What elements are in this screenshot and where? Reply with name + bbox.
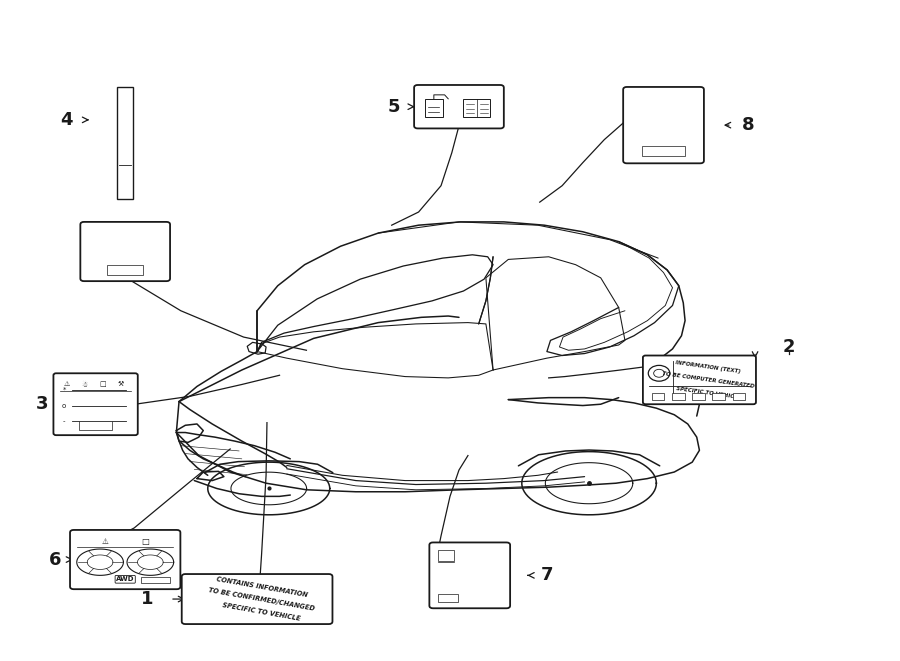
Bar <box>672 393 685 400</box>
FancyBboxPatch shape <box>429 543 510 608</box>
Text: ⚠: ⚠ <box>102 537 109 545</box>
FancyBboxPatch shape <box>623 87 704 163</box>
Text: TO BE CONFIRMED/CHANGED: TO BE CONFIRMED/CHANGED <box>208 588 315 612</box>
Text: 2: 2 <box>783 338 796 356</box>
Bar <box>642 146 685 156</box>
Bar <box>117 87 133 199</box>
Text: CONTAINS INFORMATION: CONTAINS INFORMATION <box>215 576 308 598</box>
Text: ⚠: ⚠ <box>64 381 70 387</box>
FancyBboxPatch shape <box>80 222 170 281</box>
Text: 7: 7 <box>541 566 554 584</box>
Text: ☃: ☃ <box>82 381 88 388</box>
Text: 5: 5 <box>388 98 400 116</box>
Text: 6: 6 <box>49 551 61 568</box>
FancyBboxPatch shape <box>414 85 504 128</box>
Text: *: * <box>62 387 66 393</box>
Bar <box>79 421 112 430</box>
FancyBboxPatch shape <box>53 373 138 435</box>
Bar <box>141 577 170 583</box>
Bar <box>733 393 745 400</box>
FancyBboxPatch shape <box>643 356 756 405</box>
Text: 4: 4 <box>59 111 72 129</box>
Bar <box>107 265 143 274</box>
Text: 1: 1 <box>140 590 153 608</box>
Bar <box>438 594 458 602</box>
Text: ⚒: ⚒ <box>118 381 124 387</box>
Bar <box>464 98 490 117</box>
Text: 3: 3 <box>35 395 48 413</box>
Text: -: - <box>63 418 66 424</box>
Text: □: □ <box>100 381 106 387</box>
Text: □: □ <box>141 537 149 545</box>
Text: SPECIFIC TO VEHICLE: SPECIFIC TO VEHICLE <box>222 602 302 622</box>
Text: INFORMATION (TEXT): INFORMATION (TEXT) <box>675 360 742 373</box>
Text: AWD: AWD <box>116 576 134 582</box>
Bar <box>652 393 664 400</box>
Bar <box>692 393 705 400</box>
Text: o: o <box>62 403 67 408</box>
Text: 8: 8 <box>742 116 754 134</box>
FancyBboxPatch shape <box>182 574 332 624</box>
Bar <box>438 551 454 561</box>
Bar <box>713 393 725 400</box>
Text: SPECIFIC TO VEHICLE: SPECIFIC TO VEHICLE <box>676 386 742 400</box>
Text: TO BE COMPUTER GENERATED: TO BE COMPUTER GENERATED <box>662 371 755 389</box>
Bar <box>425 98 443 117</box>
FancyBboxPatch shape <box>70 530 180 589</box>
